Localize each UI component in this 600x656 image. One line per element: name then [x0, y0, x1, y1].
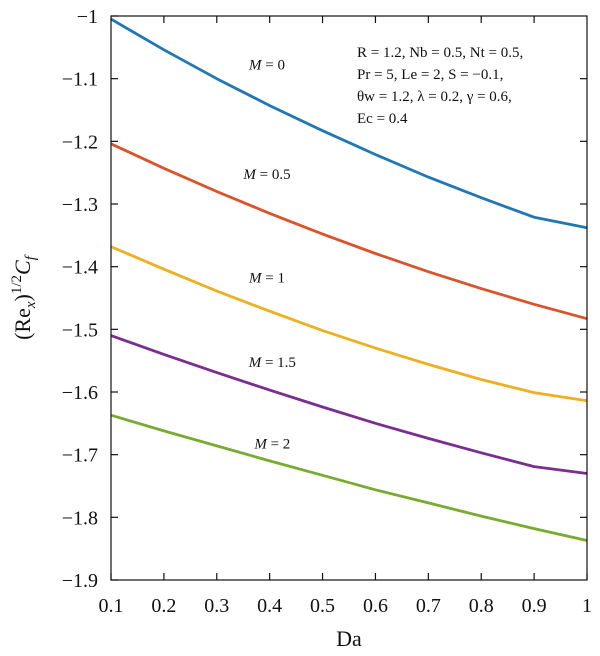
- parameter-line: R = 1.2, Nb = 0.5, Nt = 0.5,: [357, 45, 523, 61]
- x-tick-label: 0.3: [204, 595, 229, 617]
- y-axis-ticks: −1 −1.1 −1.2 −1.3 −1.4 −1.5 −1.6 −1.7 −1.8 −1.9: [62, 6, 587, 592]
- y-axis-title: (Rex)1/2Cf: [9, 254, 39, 340]
- x-axis-ticks: 0.1 0.2 0.3 0.4 0.5 0.6 0.7 0.8 0.9 1: [99, 16, 592, 617]
- curve-label: M = 1.5: [248, 355, 296, 371]
- curve-label: M = 0: [248, 57, 285, 73]
- y-tick-label: −1.8: [62, 507, 98, 529]
- plot-area-frame: [110, 15, 588, 581]
- x-tick-label: 0.9: [522, 595, 547, 617]
- y-tick-label: −1.3: [62, 194, 98, 216]
- x-tick-label: 0.6: [363, 595, 388, 617]
- y-tick-label: −1.5: [62, 319, 98, 341]
- parameter-line: Pr = 5, Le = 2, S = −0.1,: [357, 67, 503, 83]
- x-tick-label: 0.2: [151, 595, 176, 617]
- parameter-annotation: R = 1.2, Nb = 0.5, Nt = 0.5, Pr = 5, Le =…: [357, 45, 523, 127]
- x-tick-label: 0.8: [469, 595, 494, 617]
- y-tick-label: −1.7: [62, 445, 98, 467]
- y-tick-label: −1.1: [62, 69, 98, 91]
- series-line-2: [110, 245, 588, 403]
- x-axis-title: Da: [336, 626, 362, 651]
- x-tick-label: 0.5: [310, 595, 335, 617]
- parameter-line: θw = 1.2, λ = 0.2, γ = 0.6,: [357, 89, 512, 105]
- y-tick-label: −1.2: [62, 131, 98, 153]
- curve-label: M = 0.5: [242, 167, 290, 183]
- x-tick-label: 1: [582, 595, 592, 617]
- x-tick-label: 0.1: [99, 595, 124, 617]
- series-line-4: [110, 413, 588, 542]
- y-tick-label: −1.4: [62, 257, 98, 279]
- curve-labels: M = 0 M = 0.5 M = 1 M = 1.5 M = 2: [242, 57, 296, 452]
- y-tick-label: −1.9: [62, 570, 98, 592]
- series-line-1: [110, 142, 588, 321]
- x-tick-label: 0.7: [416, 595, 441, 617]
- parameter-line: Ec = 0.4: [357, 111, 408, 127]
- y-tick-label: −1.6: [62, 382, 98, 404]
- series-line-3: [110, 334, 588, 475]
- curve-label: M = 2: [253, 436, 290, 452]
- series-line-0: [110, 17, 588, 230]
- x-tick-label: 0.4: [257, 595, 282, 617]
- y-tick-label: −1: [77, 6, 98, 28]
- chart-curves: [110, 17, 588, 542]
- curve-label: M = 1: [248, 270, 285, 286]
